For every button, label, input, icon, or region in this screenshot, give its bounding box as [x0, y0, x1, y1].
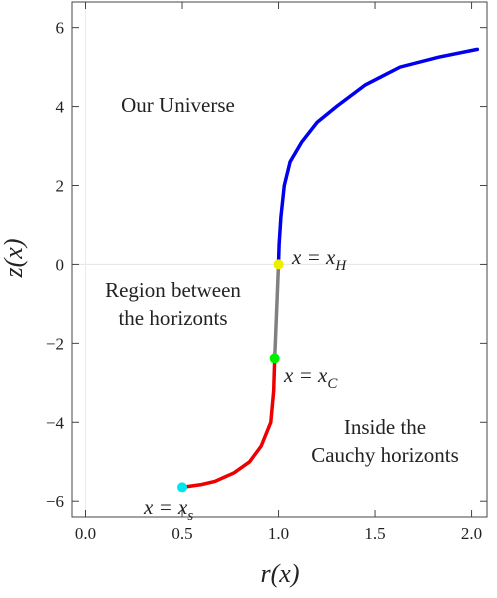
y-tick-label: −4 [46, 413, 65, 432]
curve [276, 47, 480, 267]
x-tick-label: 2.0 [461, 524, 482, 543]
y-axis-label: z(x) [0, 239, 28, 279]
x-tick-label: 0.0 [75, 524, 96, 543]
plot-frame [71, 1, 488, 518]
point-label: x = xs [143, 495, 193, 524]
x-tick-label: 0.5 [171, 524, 192, 543]
point-label: x = xC [283, 363, 338, 392]
curve [272, 262, 281, 361]
annotation: Cauchy horizonts [311, 443, 459, 467]
x-axis-label: r(x) [261, 559, 300, 588]
y-tick-label: 0 [56, 255, 65, 274]
point-label-sub: C [327, 376, 338, 392]
point-label-main: x = x [291, 245, 336, 269]
y-tick-label: −2 [46, 334, 64, 353]
y-tick-label: 4 [56, 98, 65, 117]
point-label-sub: s [187, 508, 193, 524]
annotation: Region between [105, 278, 241, 302]
y-tick-label: −6 [46, 492, 64, 511]
point [177, 482, 188, 493]
point-label: x = xH [291, 245, 347, 274]
annotation: the horizonts [118, 306, 227, 330]
x-tick-label: 1.0 [268, 524, 289, 543]
curve [180, 356, 277, 490]
annotation: Inside the [344, 415, 426, 439]
point-label-main: x = x [283, 363, 328, 387]
point [269, 353, 280, 364]
x-tick-label: 1.5 [364, 524, 385, 543]
point-label-sub: H [334, 258, 347, 274]
point [273, 259, 284, 270]
annotation: Our Universe [121, 93, 235, 117]
point-label-main: x = x [143, 495, 188, 519]
y-tick-label: 6 [56, 19, 65, 38]
y-tick-label: 2 [56, 177, 65, 196]
